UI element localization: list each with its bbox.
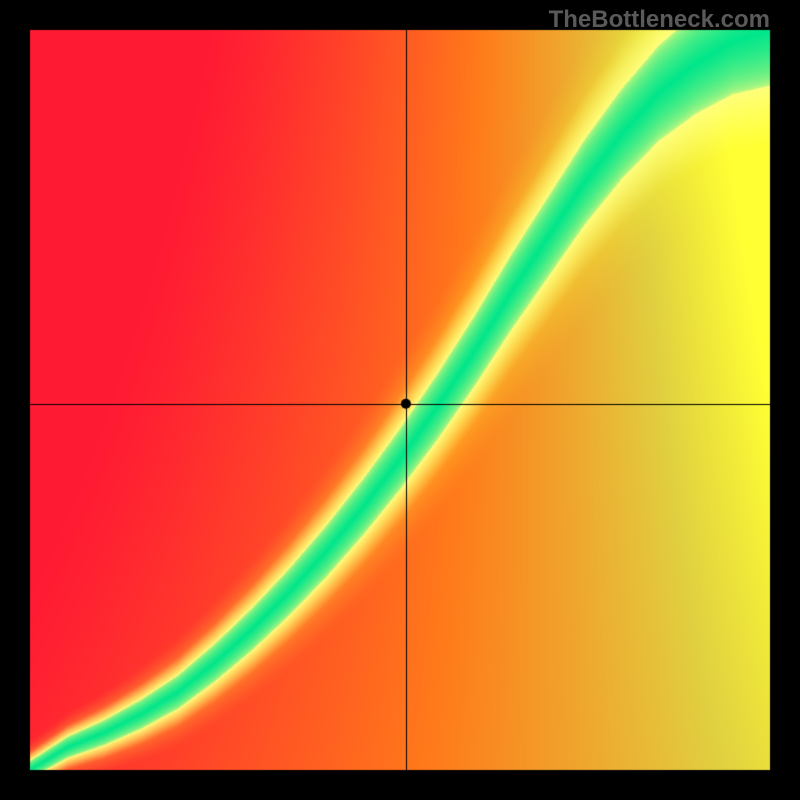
bottleneck-heatmap: [0, 0, 800, 800]
watermark: TheBottleneck.com: [549, 6, 770, 34]
chart-container: TheBottleneck.com: [0, 0, 800, 800]
